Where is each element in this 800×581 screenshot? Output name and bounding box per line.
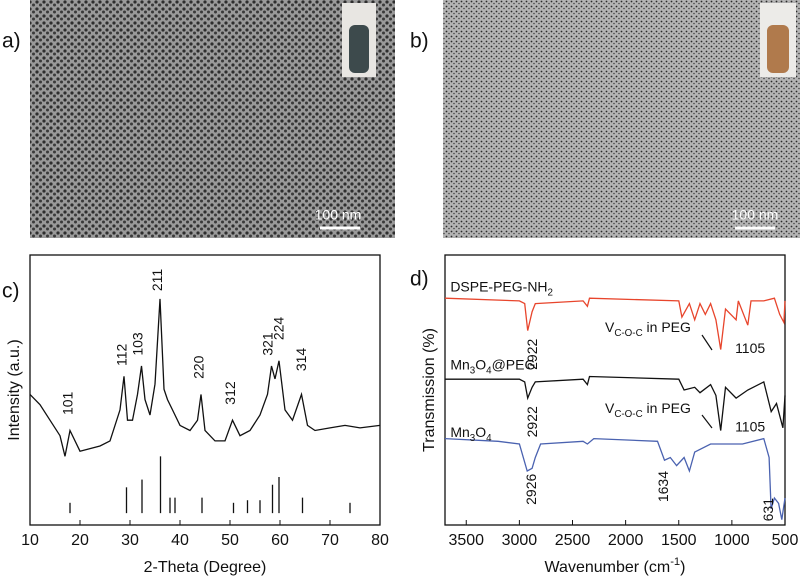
annotation: 101 (60, 391, 76, 415)
annotation: 321 (260, 332, 276, 356)
annotation: 1634 (655, 471, 671, 502)
text-part: 3 (470, 366, 476, 377)
tem-image (30, 0, 395, 238)
annotation: 112 (114, 343, 130, 366)
arrow (701, 414, 713, 429)
panel-b: 100 nm b) (410, 0, 800, 238)
series-line (444, 437, 786, 520)
text-part: Wavenumber (cm (545, 559, 671, 576)
text-part: V (605, 319, 615, 335)
text-part: V (605, 400, 615, 416)
text-part: in PEG (643, 319, 691, 335)
tem-image (443, 0, 800, 238)
annotation: 1105 (735, 419, 765, 435)
series-line (29, 298, 381, 457)
annotation: 224 (271, 317, 287, 341)
scale-bar-label: 100 nm (315, 207, 362, 223)
text-part: ) (680, 559, 685, 576)
x-tick-label: 2000 (608, 532, 644, 549)
text-part: -1 (670, 556, 680, 568)
arrow (701, 334, 713, 351)
x-tick-label: 30 (121, 532, 139, 549)
x-tick-label: 10 (21, 532, 39, 549)
text-part: 4 (486, 433, 492, 444)
text-part: 3 (470, 433, 476, 444)
x-tick-label: 40 (171, 532, 189, 549)
annotation: 103 (130, 332, 146, 356)
plot-frame (29, 254, 381, 526)
annotation: 220 (191, 355, 207, 379)
x-axis-label: 2-Theta (Degree) (144, 559, 267, 576)
annotation: VC-O-C in PEG (605, 400, 691, 420)
y-axis-label: Intensity (a.u.) (6, 339, 23, 440)
text-part: DSPE-PEG-NH (450, 278, 547, 294)
annotation: VC-O-C in PEG (605, 319, 691, 339)
x-tick-label: 50 (221, 532, 239, 549)
text-part: Mn (450, 424, 469, 440)
vial (767, 25, 789, 73)
panel-label: c) (2, 280, 20, 303)
x-tick-label: 1000 (714, 532, 750, 549)
x-tick-label: 1500 (661, 532, 697, 549)
annotation: 1105 (735, 340, 765, 356)
arrows (701, 334, 713, 429)
series-line (445, 375, 786, 431)
x-tick-label: 60 (271, 532, 289, 549)
annotation: DSPE-PEG-NH2 (450, 278, 553, 298)
text-part: in PEG (643, 400, 691, 416)
panel-label: b) (410, 30, 429, 53)
panel-label: a) (2, 30, 21, 53)
panel-a: 100 nm a) (2, 0, 395, 238)
text-part: C-O-C (614, 328, 642, 339)
annotation: Mn3O4@PEG (450, 356, 535, 376)
x-axis-label: Wavenumber (cm-1) (545, 556, 686, 576)
series-line (444, 297, 786, 350)
scale-bar-label: 100 nm (732, 207, 779, 223)
text-part: 2 (548, 287, 553, 298)
x-tick-label: 20 (71, 532, 89, 549)
x-tick-label: 70 (321, 532, 339, 549)
x-tick-label: 500 (772, 532, 799, 549)
x-tick-label: 3000 (502, 532, 538, 549)
text-part: @PEG (492, 356, 536, 372)
x-tick-label: 3500 (448, 532, 484, 549)
text-part: O (475, 424, 486, 440)
annotation: 211 (149, 269, 165, 292)
annotation: 314 (293, 348, 309, 372)
plot-frame (444, 254, 786, 526)
annotation: Mn3O4 (450, 424, 492, 444)
y-axis-label: Transmission (%) (421, 328, 438, 452)
annotation: 631 (760, 498, 776, 522)
text-part: C-O-C (614, 409, 642, 420)
text-part: Mn (450, 356, 469, 372)
text-part: O (475, 356, 486, 372)
annotation: 2926 (523, 473, 539, 504)
x-tick-label: 2500 (555, 532, 591, 549)
text-part: 4 (486, 366, 492, 377)
annotation: 2922 (524, 406, 540, 437)
annotation: 2922 (524, 338, 540, 369)
annotation: 312 (222, 381, 238, 405)
x-tick-label: 80 (371, 532, 389, 549)
vial (349, 25, 369, 73)
panel-label: d) (410, 268, 429, 291)
